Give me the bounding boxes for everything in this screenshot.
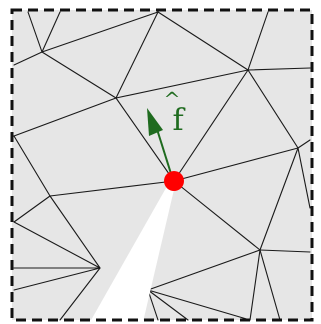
arrow-icon (147, 108, 163, 136)
mesh-edges (13, 11, 311, 321)
mesh-gap-wedge (90, 181, 176, 322)
vector-label: f (172, 103, 185, 138)
vector-hat: ^ (164, 87, 181, 111)
force-vector (147, 108, 174, 181)
red-dot-icon (164, 171, 184, 191)
dashed-boundary (10, 8, 314, 322)
vector-shaft (155, 125, 174, 181)
